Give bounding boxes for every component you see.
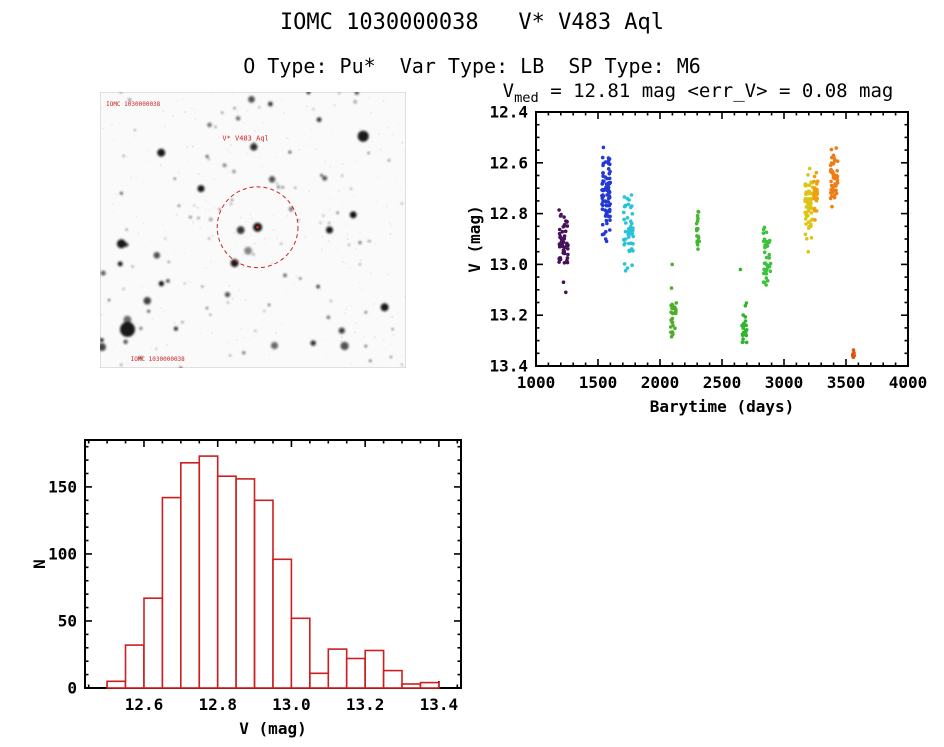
histogram-bars xyxy=(106,455,440,689)
histogram-bar xyxy=(290,617,311,689)
lightcurve-cluster xyxy=(694,209,701,251)
lightcurve-cluster xyxy=(850,348,857,359)
y-tick-label: 13.2 xyxy=(489,306,528,325)
finder-chart-image: IOMC 1030000038 V* V483 Aql IOMC 103000003… xyxy=(100,92,406,368)
y-tick-label: 13.0 xyxy=(489,255,528,274)
finder-noise xyxy=(100,92,406,368)
finder-chart-panel: IOMC 1030000038 V* V483 Aql IOMC 103000003… xyxy=(100,92,406,368)
plot-frame xyxy=(535,111,909,367)
lightcurve-plot: 1000 1500 2000 2500 3000 3500 4000 12.4 12.6 12.8… xyxy=(465,104,928,416)
histogram-bar xyxy=(216,475,237,689)
histogram-bar xyxy=(180,461,201,689)
x-tick-label: 13.4 xyxy=(420,695,459,714)
x-tick-label: 13.2 xyxy=(346,695,385,714)
finder-annotation: IOMC 1030000038 xyxy=(106,101,161,108)
x-tick-label: 2000 xyxy=(641,373,680,392)
x-tick-label: 13.0 xyxy=(272,695,311,714)
y-tick-label: 150 xyxy=(48,477,77,496)
finder-annotation: V* V483 Aql xyxy=(222,134,268,142)
target-marker-dot xyxy=(256,225,260,229)
finder-annotation: IOMC 1030000038 xyxy=(131,356,186,363)
histogram-bar xyxy=(419,681,440,689)
lightcurve-cluster xyxy=(668,262,679,339)
x-tick-label: 3500 xyxy=(827,373,866,392)
lightcurve-cluster xyxy=(803,166,815,254)
x-tick-label: 4000 xyxy=(889,373,928,392)
lightcurve-cluster xyxy=(738,267,749,345)
histogram-bar xyxy=(309,672,330,689)
x-tick-label: 2500 xyxy=(703,373,742,392)
histogram-bar xyxy=(235,478,256,689)
histogram-bar xyxy=(106,680,127,689)
histogram-bar xyxy=(345,657,366,689)
histogram-bar xyxy=(364,649,385,689)
lightcurve-cluster xyxy=(557,208,570,295)
x-tick-label: 1500 xyxy=(579,373,618,392)
y-tick-label: 12.4 xyxy=(489,104,528,122)
histogram-bar xyxy=(382,669,403,689)
lightcurve-cluster xyxy=(828,146,840,209)
histogram-panel: 12.6 12.8 13.0 13.2 13.4 0 50 100 150 V (mag) N xyxy=(30,428,500,745)
histogram-bar xyxy=(161,496,182,689)
x-axis-label: Barytime (days) xyxy=(650,397,795,416)
histogram-bar xyxy=(272,558,293,689)
axes-ticks xyxy=(535,111,909,367)
histogram-plot: 12.6 12.8 13.0 13.2 13.4 0 50 100 150 V (mag) N xyxy=(30,439,462,738)
x-tick-label: 12.6 xyxy=(125,695,164,714)
vmed-subscript: med xyxy=(514,89,539,106)
lightcurve-points xyxy=(557,145,857,359)
page-title: IOMC 1030000038 V* V483 Aql xyxy=(279,10,665,35)
y-tick-label: 0 xyxy=(67,679,77,698)
y-tick-label: 50 xyxy=(58,611,77,630)
x-tick-label: 1000 xyxy=(517,373,556,392)
lightcurve-cluster xyxy=(761,225,773,287)
histogram-bar xyxy=(124,644,145,689)
histogram-bar xyxy=(143,597,164,689)
histogram-bar xyxy=(253,499,274,689)
x-tick-label: 3000 xyxy=(765,373,804,392)
lightcurve-panel: Vmed = 12.81 mag <err_V> = 0.08 mag 1000… xyxy=(458,80,938,420)
page-subtitle: O Type: Pu* Var Type: LB SP Type: M6 xyxy=(243,54,701,78)
vmed-stats-text: = 12.81 mag <err_V> = 0.08 mag xyxy=(538,80,894,102)
finder-background xyxy=(100,92,406,368)
y-tick-label: 12.6 xyxy=(489,153,528,172)
histogram-bar xyxy=(198,455,219,689)
y-axis-label: N xyxy=(30,559,49,569)
histogram-bar xyxy=(401,683,422,689)
y-axis-label: V (mag) xyxy=(465,205,484,272)
x-tick-label: 12.8 xyxy=(198,695,237,714)
histogram-bar xyxy=(327,648,348,689)
lightcurve-stats-title: Vmed = 12.81 mag <err_V> = 0.08 mag xyxy=(458,80,938,106)
y-tick-label: 12.8 xyxy=(489,204,528,223)
target-circle xyxy=(216,186,299,269)
lightcurve-cluster xyxy=(600,145,613,244)
y-tick-label: 100 xyxy=(48,544,77,563)
finder-stars xyxy=(100,92,403,368)
x-axis-label: V (mag) xyxy=(239,719,306,738)
lightcurve-cluster xyxy=(621,193,635,273)
vmed-symbol: V xyxy=(502,80,515,102)
lightcurve-cluster xyxy=(812,170,820,222)
y-tick-label: 13.4 xyxy=(489,357,528,376)
